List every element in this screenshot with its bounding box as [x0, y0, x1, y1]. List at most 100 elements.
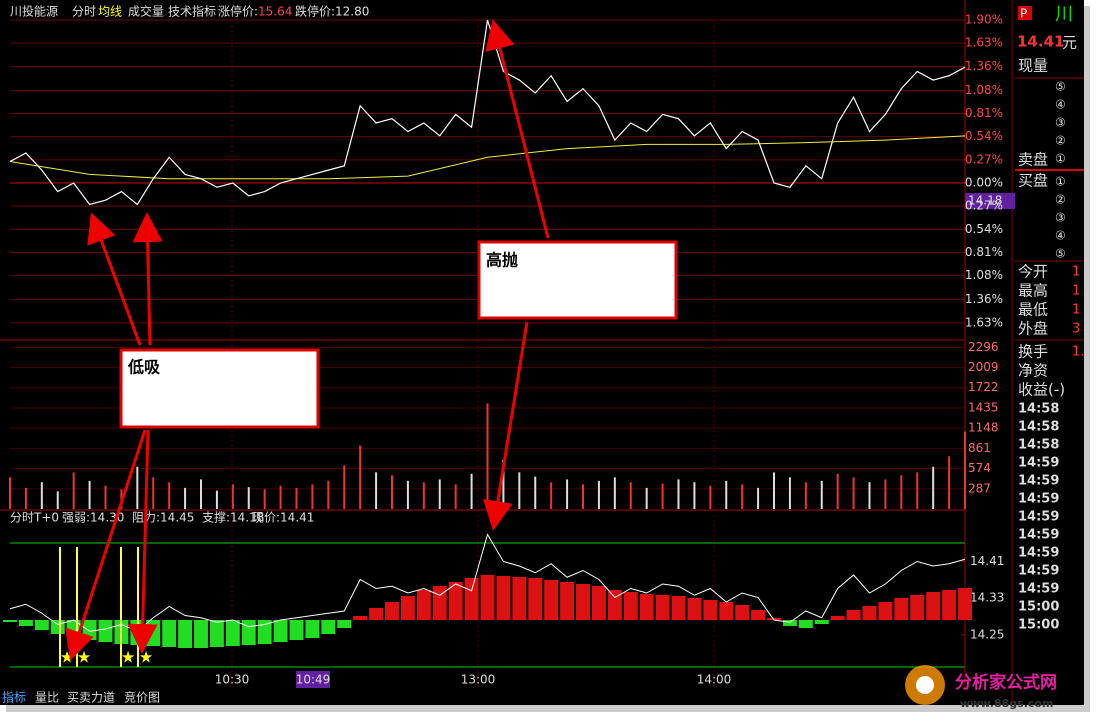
volume-bar — [709, 485, 712, 509]
tab[interactable]: 成交量 — [128, 4, 164, 19]
volume-bar — [438, 479, 441, 509]
trade-time: 15:00 — [1018, 600, 1059, 615]
buy-level: ③ — [1055, 211, 1066, 225]
bottom-tab[interactable]: 买卖力道 — [67, 691, 115, 705]
tab[interactable]: 分时 — [72, 5, 96, 19]
tab[interactable]: 技术指标 — [168, 4, 216, 19]
hist-bar — [591, 586, 606, 620]
trade-time: 14:58 — [1018, 438, 1059, 453]
annotation-box — [119, 348, 320, 429]
volume-bar — [820, 480, 823, 509]
hist-bar — [225, 620, 240, 646]
volume-bar — [757, 487, 760, 509]
volume-bar — [247, 487, 250, 509]
volume-bar — [215, 490, 218, 509]
trade-time: 14:58 — [1018, 420, 1059, 435]
bottom-tab[interactable]: 量比 — [35, 691, 59, 705]
volume-bar — [884, 479, 887, 509]
volume-bar — [24, 487, 27, 509]
sell-level: ⑤ — [1055, 80, 1066, 94]
hist-bar — [337, 620, 352, 628]
volume-bar — [200, 479, 202, 509]
volume-bar — [391, 475, 393, 509]
trade-time: 14:59 — [1018, 564, 1059, 579]
y-tick-label: 0.54% — [965, 222, 1003, 236]
hist-bar — [830, 616, 845, 620]
y-tick-label: 0.27% — [965, 199, 1003, 213]
y-tick-label: 1722 — [968, 380, 999, 394]
volume-bar — [629, 482, 632, 509]
hist-bar — [289, 620, 304, 640]
stat-label: 最高 — [1018, 282, 1048, 300]
volume-bar — [502, 459, 505, 509]
tab[interactable]: 均线 — [98, 5, 122, 19]
hist-bar — [448, 582, 463, 620]
buy-level: ② — [1055, 193, 1066, 207]
volume-bar — [597, 480, 600, 509]
stat-label: 换手 — [1018, 343, 1048, 361]
y-tick-label: 287 — [968, 481, 991, 495]
hist-bar — [146, 620, 161, 646]
buy-level: ⑤ — [1055, 247, 1066, 261]
header: 川投能源 分时 均线 成交量 技术指标 涨停价: 15.64 跌停价: 12.8… — [10, 4, 369, 19]
hist-bar — [496, 576, 511, 620]
trade-time: 15:00 — [1018, 618, 1059, 633]
volume-bar — [566, 479, 569, 509]
y-tick-label: 0.27% — [965, 152, 1003, 166]
limit-down: 12.80 — [335, 5, 369, 19]
volume-bar — [72, 472, 75, 509]
y-tick-label: 14.33 — [970, 591, 1004, 605]
x-label: 10:30 — [215, 673, 250, 687]
bottom-tab[interactable]: 指标 — [2, 690, 26, 705]
limit-up-label: 涨停价: — [218, 4, 258, 19]
volume-bar — [693, 482, 696, 509]
volume-bar — [900, 475, 903, 509]
hist-bar — [353, 616, 368, 620]
hist-bar — [321, 620, 336, 634]
y-tick-label: 14.25 — [970, 627, 1004, 641]
hist-bar — [607, 590, 622, 620]
hist-bar — [194, 620, 208, 648]
volume-bar — [550, 482, 553, 509]
y-tick-label: 861 — [968, 441, 991, 455]
volume-bar — [40, 482, 43, 509]
volume-bar — [375, 472, 378, 509]
trade-time: 14:59 — [1018, 456, 1059, 471]
volume-bar — [916, 472, 919, 509]
volume-bar — [359, 445, 362, 509]
stat-label: 净资 — [1018, 362, 1048, 380]
hist-bar — [241, 620, 256, 645]
hist-bar — [432, 586, 447, 620]
hist-bar — [814, 620, 829, 624]
hist-bar — [926, 592, 941, 620]
volume-bar — [454, 484, 457, 509]
hist-bar — [50, 620, 65, 634]
volume-bar — [932, 466, 935, 509]
hist-bar — [639, 594, 654, 620]
arrow — [87, 212, 142, 346]
cursor-label: 14.18 — [968, 194, 1002, 208]
volume-bar — [470, 473, 473, 509]
bottom-tab[interactable]: 竞价图 — [124, 691, 160, 705]
hist-bar — [273, 620, 288, 642]
y-tick-label: 1.90% — [965, 13, 1003, 27]
volume-bar — [836, 473, 839, 509]
stock: 川投能源 — [10, 4, 58, 19]
volume-bar — [279, 485, 282, 509]
hist-bar — [942, 590, 957, 620]
hist-bar — [178, 620, 193, 648]
volume-now: 现量 — [1018, 57, 1048, 75]
y-tick-label: 14.41 — [970, 554, 1004, 568]
stat-value: 1 — [1072, 303, 1080, 318]
y-tick-label: 1.08% — [965, 268, 1003, 282]
y-tick-label: 2009 — [968, 360, 999, 374]
volume-bar — [311, 484, 314, 509]
ind-support: 支撑:14.18 — [202, 510, 264, 525]
hist-bar — [480, 575, 495, 620]
y-tick-label: 1.36% — [965, 292, 1003, 306]
y-tick-label: 2296 — [968, 340, 999, 354]
volume-bar — [422, 482, 425, 509]
buy-level: ④ — [1055, 229, 1066, 243]
hist-bar — [671, 596, 686, 620]
trade-time: 14:59 — [1018, 474, 1059, 489]
